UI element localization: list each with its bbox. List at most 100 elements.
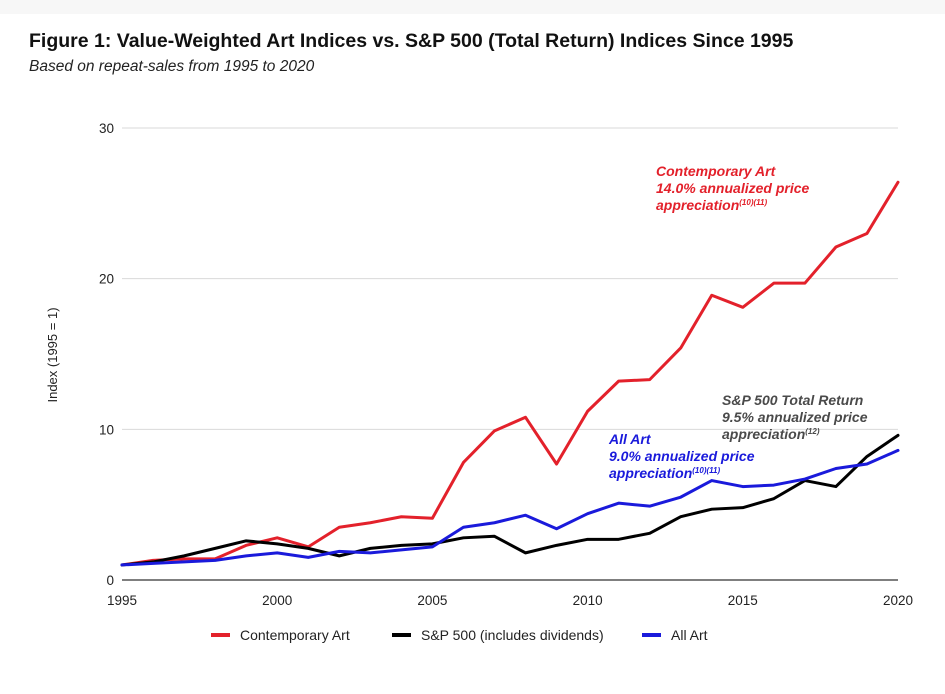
data-point-s-p-500-includes-dividends bbox=[276, 542, 279, 546]
annotation-line: appreciation bbox=[722, 426, 805, 442]
series-line-s-p-500-includes-dividends bbox=[120, 433, 900, 567]
legend-label: Contemporary Art bbox=[240, 627, 350, 643]
data-point-contemporary-art bbox=[617, 379, 620, 383]
series-lines bbox=[120, 180, 900, 567]
data-point-s-p-500-includes-dividends bbox=[338, 554, 341, 558]
data-point-s-p-500-includes-dividends bbox=[617, 538, 620, 541]
data-point-all-art bbox=[493, 521, 496, 524]
data-point-contemporary-art bbox=[772, 281, 776, 285]
data-point-all-art bbox=[741, 485, 744, 488]
data-point-all-art bbox=[369, 551, 372, 555]
data-point-s-p-500-includes-dividends bbox=[648, 532, 651, 535]
data-point-all-art bbox=[555, 527, 558, 530]
data-point-s-p-500-includes-dividends bbox=[244, 539, 248, 543]
data-point-s-p-500-includes-dividends bbox=[213, 547, 217, 550]
chart-title: Figure 1: Value-Weighted Art Indices vs.… bbox=[29, 30, 794, 52]
x-tick-label: 1995 bbox=[107, 593, 137, 608]
data-point-all-art bbox=[524, 514, 527, 517]
data-point-s-p-500-includes-dividends bbox=[307, 547, 310, 550]
legend-label: S&P 500 (includes dividends) bbox=[421, 627, 604, 643]
data-point-s-p-500-includes-dividends bbox=[524, 551, 527, 555]
annotation-line: All Art bbox=[608, 431, 652, 447]
data-point-all-art bbox=[400, 548, 403, 552]
data-point-all-art bbox=[120, 563, 124, 567]
data-point-s-p-500-includes-dividends bbox=[431, 542, 434, 546]
data-point-contemporary-art bbox=[865, 232, 869, 235]
x-tick-label: 2015 bbox=[728, 593, 758, 608]
annotation-footnote: (10)(11) bbox=[739, 198, 767, 207]
x-tick-label: 2000 bbox=[262, 593, 292, 608]
y-axis-label: Index (1995 = 1) bbox=[45, 307, 60, 402]
data-point-contemporary-art bbox=[400, 515, 403, 518]
data-point-contemporary-art bbox=[462, 461, 465, 464]
data-point-contemporary-art bbox=[244, 544, 248, 547]
data-point-all-art bbox=[182, 560, 186, 564]
data-point-all-art bbox=[803, 477, 807, 481]
data-point-contemporary-art bbox=[431, 517, 434, 520]
data-point-all-art bbox=[338, 550, 341, 553]
data-point-contemporary-art bbox=[834, 245, 838, 249]
x-tick-labels: 1995 2000 2005 2010 2015 2020 bbox=[107, 593, 913, 608]
data-point-contemporary-art bbox=[182, 557, 186, 561]
data-point-s-p-500-includes-dividends bbox=[369, 547, 372, 550]
x-tick-label: 2020 bbox=[883, 593, 913, 608]
data-point-s-p-500-includes-dividends bbox=[679, 515, 682, 518]
annotation-line: S&P 500 Total Return bbox=[722, 392, 863, 408]
y-tick-label: 30 bbox=[99, 121, 114, 136]
y-tick-labels: 0 10 20 30 bbox=[99, 121, 114, 588]
data-point-all-art bbox=[772, 483, 776, 487]
data-point-all-art bbox=[244, 554, 248, 558]
x-tick-label: 2010 bbox=[573, 593, 603, 608]
x-tick-label: 2005 bbox=[417, 593, 447, 608]
legend-label: All Art bbox=[671, 627, 708, 643]
series-line-contemporary-art bbox=[120, 180, 900, 567]
data-point-all-art bbox=[586, 512, 589, 515]
series-line-all-art bbox=[120, 448, 900, 567]
data-point-all-art bbox=[865, 462, 869, 466]
data-point-all-art bbox=[431, 545, 434, 549]
data-point-all-art bbox=[896, 449, 900, 452]
data-point-all-art bbox=[834, 467, 838, 470]
data-point-s-p-500-includes-dividends bbox=[182, 554, 186, 558]
data-point-s-p-500-includes-dividends bbox=[555, 544, 558, 547]
annotation-2: All Art 9.0% annualized price appreciation… bbox=[608, 431, 755, 481]
data-point-contemporary-art bbox=[555, 462, 558, 466]
data-point-all-art bbox=[276, 551, 279, 555]
data-point-contemporary-art bbox=[369, 521, 372, 524]
data-point-contemporary-art bbox=[679, 346, 682, 350]
data-point-s-p-500-includes-dividends bbox=[586, 538, 589, 541]
data-point-all-art bbox=[710, 479, 713, 482]
annotation-line: 14.0% annualized price bbox=[656, 180, 809, 196]
data-point-s-p-500-includes-dividends bbox=[834, 485, 838, 488]
data-point-s-p-500-includes-dividends bbox=[741, 506, 744, 509]
data-point-all-art bbox=[648, 504, 651, 508]
data-point-contemporary-art bbox=[493, 429, 496, 433]
chart-subtitle: Based on repeat-sales from 1995 to 2020 bbox=[29, 58, 315, 75]
data-point-contemporary-art bbox=[710, 294, 713, 297]
data-point-s-p-500-includes-dividends bbox=[400, 544, 403, 547]
gridlines bbox=[122, 127, 898, 581]
data-point-contemporary-art bbox=[338, 526, 341, 529]
data-point-s-p-500-includes-dividends bbox=[896, 434, 900, 437]
top-border bbox=[0, 0, 945, 14]
annotation-line: Contemporary Art bbox=[656, 163, 777, 179]
y-tick-label: 10 bbox=[99, 422, 114, 437]
data-point-contemporary-art bbox=[648, 378, 651, 381]
annotation-footnote: (10)(11) bbox=[692, 466, 720, 475]
annotation-line: 9.5% annualized price bbox=[722, 409, 868, 425]
data-point-contemporary-art bbox=[524, 416, 527, 419]
data-point-all-art bbox=[213, 559, 217, 562]
annotation-1: S&P 500 Total Return 9.5% annualized pric… bbox=[722, 392, 868, 442]
annotation-line: 9.0% annualized price bbox=[609, 448, 755, 464]
annotations: Contemporary Art 14.0% annualized price ap… bbox=[608, 163, 868, 481]
annotation-line: appreciation bbox=[609, 465, 692, 481]
data-point-s-p-500-includes-dividends bbox=[493, 535, 496, 538]
data-point-contemporary-art bbox=[586, 410, 589, 413]
data-point-all-art bbox=[617, 501, 620, 505]
data-point-s-p-500-includes-dividends bbox=[462, 536, 465, 540]
data-point-all-art bbox=[151, 562, 155, 565]
data-point-s-p-500-includes-dividends bbox=[865, 455, 869, 458]
y-tick-label: 0 bbox=[106, 573, 114, 588]
annotation-0: Contemporary Art 14.0% annualized price ap… bbox=[656, 163, 809, 213]
